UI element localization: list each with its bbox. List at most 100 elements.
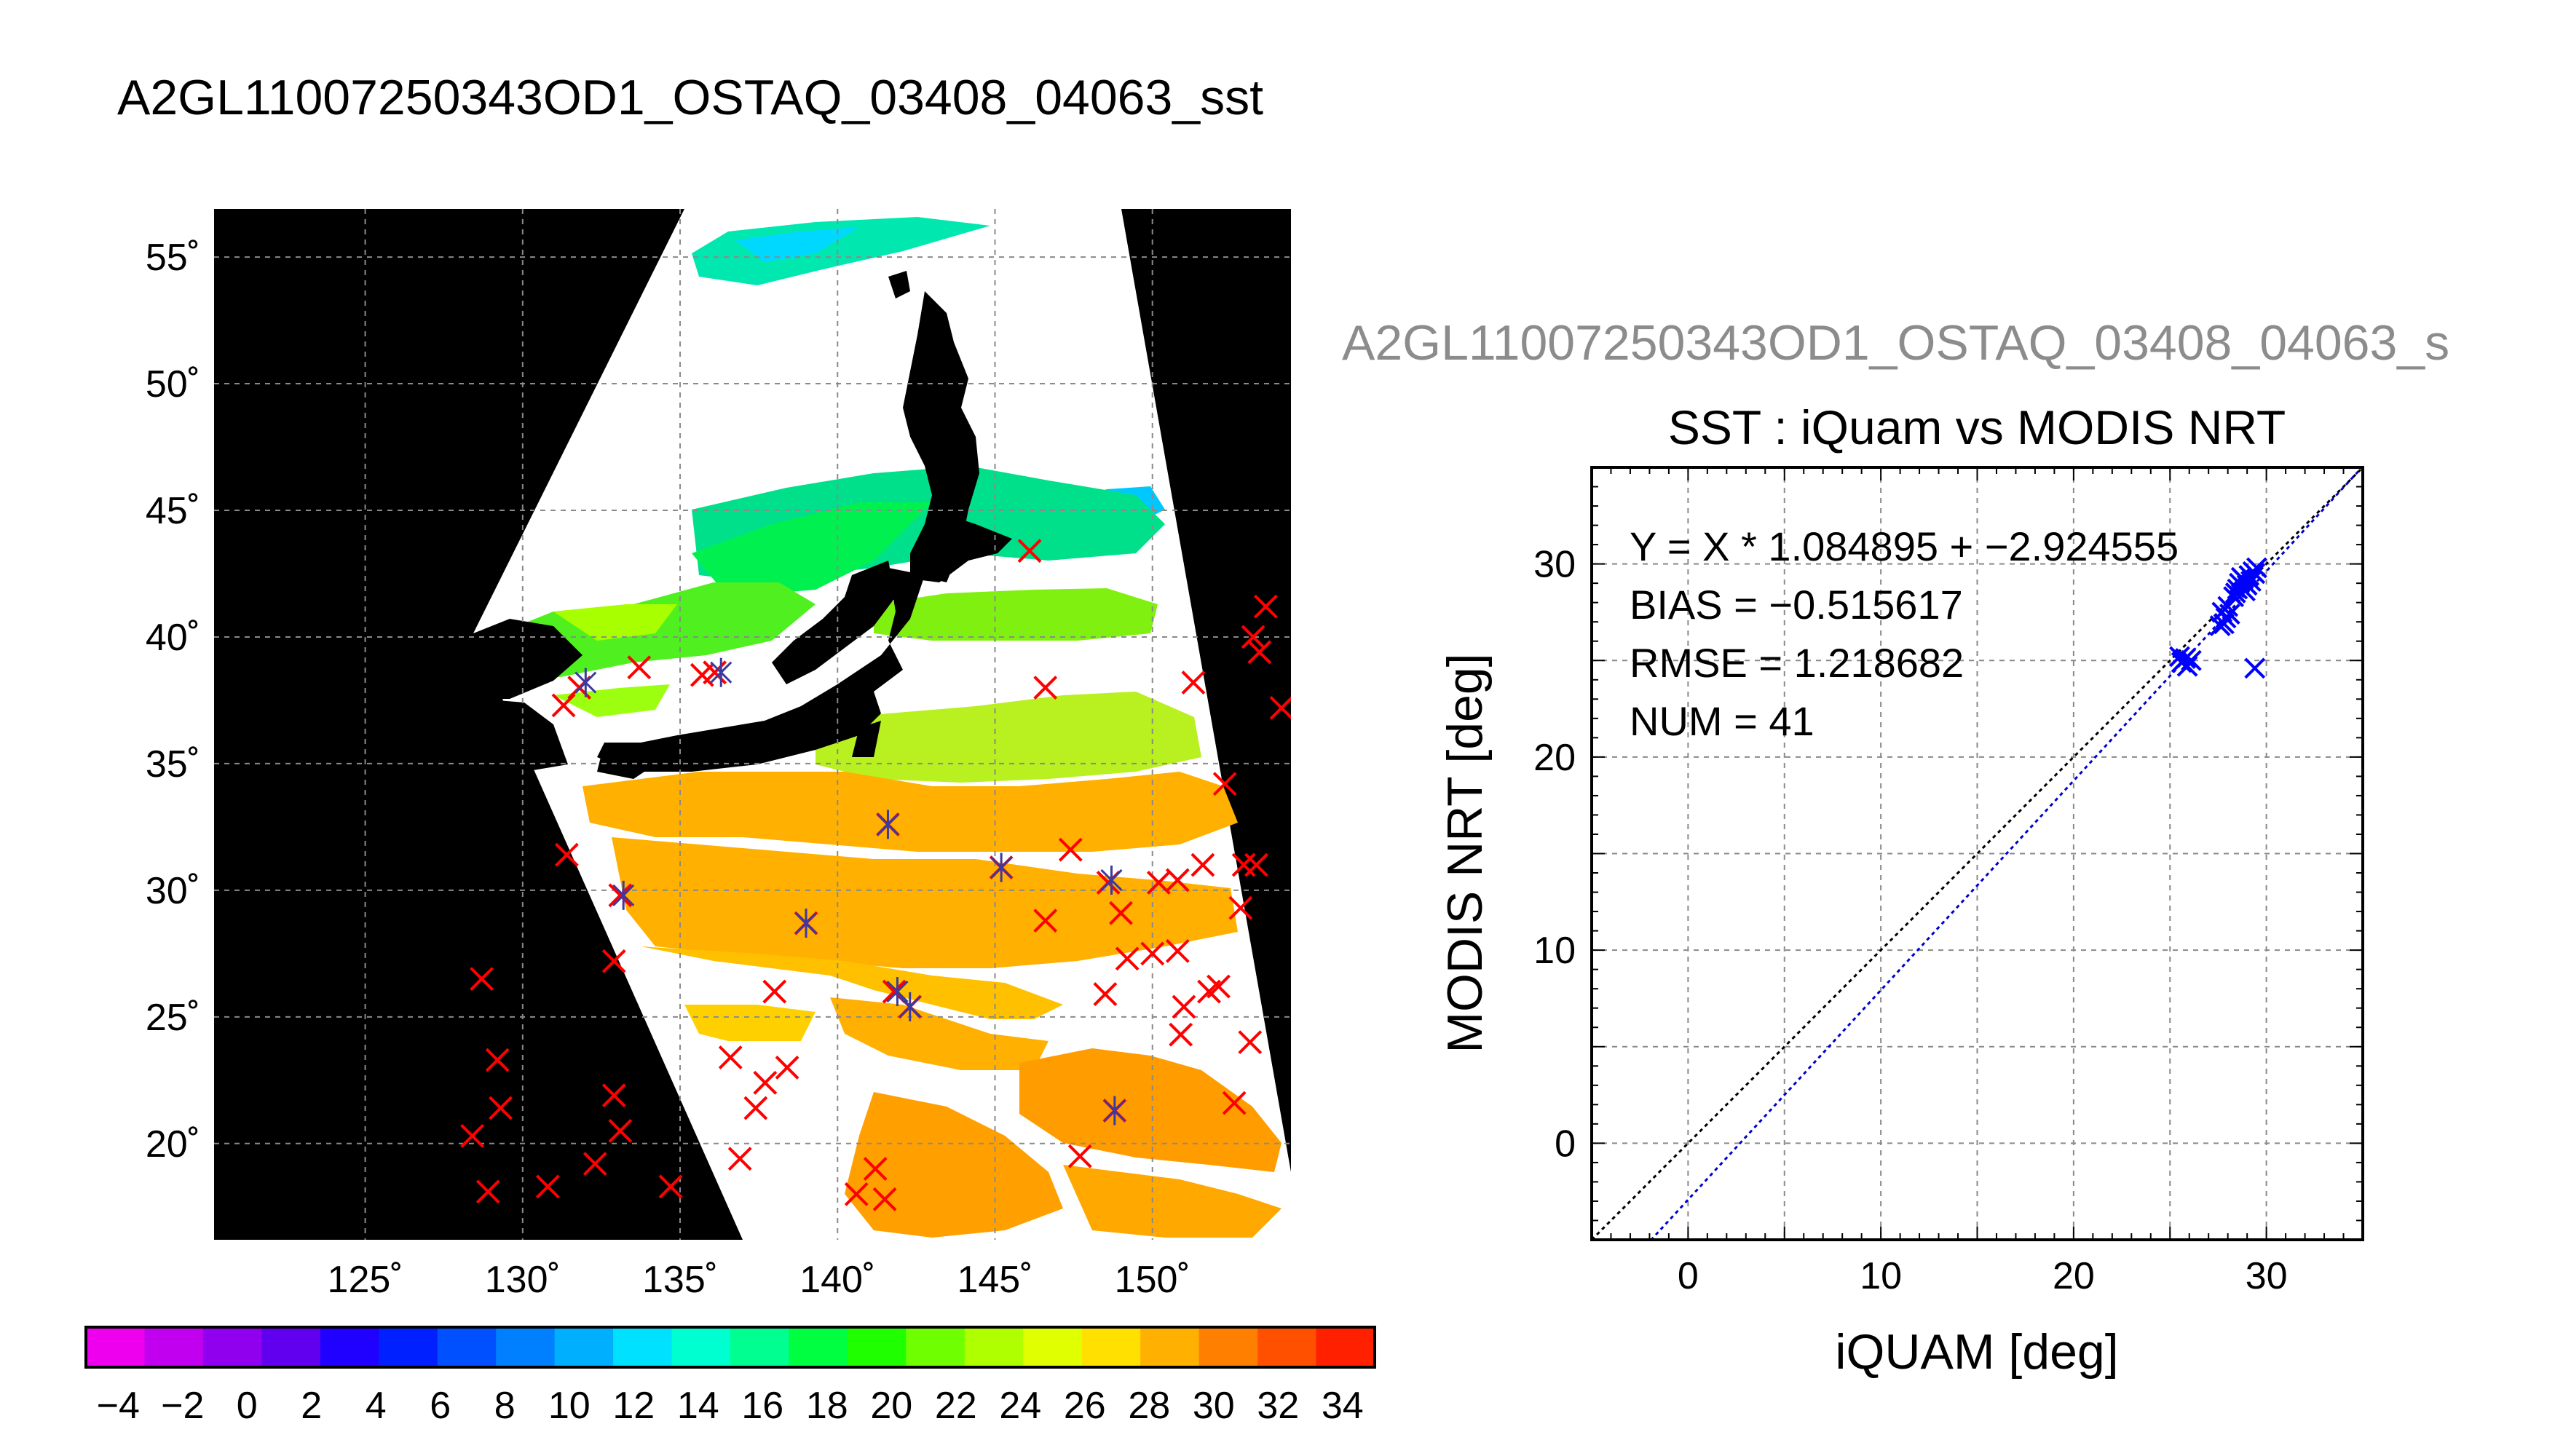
matchup-marker [1017, 539, 1042, 563]
colorbar-label: 0 [237, 1385, 258, 1427]
scatter-plot: SST : iQuam vs MODIS NRT 0 10 20 30 0 10 20 30… [1437, 400, 2364, 1380]
colorbar-cell [554, 1327, 614, 1367]
matchup-marker [608, 1118, 633, 1143]
matchup-marker [1165, 938, 1190, 963]
scatter-point [2169, 646, 2190, 668]
buoy-marker [1100, 865, 1123, 895]
matchup-marker [485, 1048, 510, 1072]
colorbar-cell [86, 1327, 145, 1367]
buoy-marker [794, 909, 818, 938]
scatter-point [2244, 657, 2266, 679]
colorbar-cell [379, 1327, 438, 1367]
colorbar-cell [671, 1327, 731, 1367]
colorbar-label: −4 [97, 1385, 140, 1427]
map-y-tick: 20˚ [146, 1123, 200, 1166]
scatter-y-tick: 0 [1555, 1123, 1576, 1165]
map-x-tick: 140˚ [799, 1259, 875, 1301]
matchup-marker [601, 1083, 626, 1108]
matchup-marker [1109, 901, 1133, 925]
colorbar-label: 8 [494, 1385, 516, 1427]
scatter-point [2180, 649, 2202, 671]
colorbar-cell [1081, 1327, 1141, 1367]
regression-equation: Y = X * 1.084895 + −2.924555 [1630, 523, 2179, 569]
scatter-window-title: A2GL11007250343OD1_OSTAQ_03408_04063_s [1342, 315, 2450, 371]
matchup-marker [1058, 837, 1083, 862]
scatter-y-axis-label: MODIS NRT [deg] [1437, 653, 1493, 1053]
matchup-marker [627, 655, 652, 680]
colorbar-cell [1316, 1327, 1375, 1367]
colorbar-cell [964, 1327, 1024, 1367]
colorbar-labels: −4 −2 0 2 4 6 8 10 12 14 16 18 20 22 24 26 28 30 32 34 [97, 1385, 1364, 1427]
colorbar-label: 18 [806, 1385, 848, 1427]
colorbar-label: 22 [935, 1385, 977, 1427]
scatter-point [2217, 596, 2239, 617]
matchup-marker [460, 1123, 485, 1148]
colorbar-cell [847, 1327, 907, 1367]
buoy-markers [574, 657, 1126, 1125]
scatter-point [2235, 580, 2256, 602]
sst-field [481, 217, 1282, 1238]
scatter-point [2246, 557, 2267, 579]
matchup-marker [775, 1056, 799, 1080]
colorbar-label: 28 [1128, 1385, 1170, 1427]
colorbar-cell [906, 1327, 965, 1367]
matchup-marker [1241, 625, 1265, 649]
matchup-marker [1222, 1091, 1247, 1115]
matchup-marker [1140, 941, 1165, 966]
num-value: NUM = 41 [1630, 698, 1814, 744]
matchup-marker [535, 1174, 560, 1199]
colorbar-label: 30 [1193, 1385, 1235, 1427]
colorbar-cells [86, 1327, 1375, 1367]
buoy-marker [990, 852, 1013, 882]
matchup-marker [1228, 895, 1253, 920]
rmse-value: RMSE = 1.218682 [1630, 640, 1964, 686]
matchup-marker [1165, 868, 1190, 893]
map-x-tick: 135˚ [642, 1259, 718, 1301]
colorbar-label: 32 [1257, 1385, 1299, 1427]
matchup-marker [753, 1070, 778, 1095]
matchup-marker [743, 1096, 768, 1120]
scatter-points [2169, 557, 2267, 679]
scatter-point [2244, 563, 2266, 585]
map-y-tick-labels: 55˚ 50˚ 45˚ 40˚ 35˚ 30˚ 25˚ 20˚ [146, 237, 200, 1166]
colorbar-label: 4 [366, 1385, 387, 1427]
colorbar-frame [84, 1326, 1376, 1369]
scatter-y-tick-labels: 0 10 20 30 [1533, 544, 1576, 1166]
colorbar-cell [1257, 1327, 1317, 1367]
matchup-marker [727, 1147, 752, 1171]
matchup-marker [1067, 1144, 1092, 1168]
scatter-x-tick: 10 [1860, 1255, 1902, 1297]
matchup-marker [1115, 946, 1140, 971]
matchup-marker [608, 883, 633, 908]
colorbar-cell [730, 1327, 789, 1367]
matchup-marker [1169, 1022, 1193, 1047]
colorbar-cell [1140, 1327, 1200, 1367]
matchup-marker [1207, 974, 1231, 999]
map-gridlines [214, 209, 1291, 1240]
matchup-marker [718, 1045, 743, 1069]
matchup-marker [863, 1157, 888, 1181]
colorbar-cell [144, 1327, 204, 1367]
colorbar-label: 12 [612, 1385, 655, 1427]
bias-value: BIAS = −0.515617 [1630, 582, 1963, 628]
matchup-marker [601, 949, 626, 973]
map-y-tick: 55˚ [146, 237, 200, 279]
colorbar-label: 20 [870, 1385, 912, 1427]
matchup-marker [1244, 852, 1268, 877]
matchup-marker [1172, 994, 1196, 1019]
colorbar-cell [1198, 1327, 1258, 1367]
map-y-tick: 40˚ [146, 617, 200, 659]
map-x-tick: 125˚ [328, 1259, 403, 1301]
matchup-marker [1253, 594, 1278, 619]
land [473, 271, 1012, 779]
scatter-annotations: Y = X * 1.084895 + −2.924555 BIAS = −0.5… [1630, 523, 2179, 744]
matchup-marker [489, 1096, 513, 1120]
scatter-y-tick: 30 [1533, 544, 1576, 586]
colorbar: −4 −2 0 2 4 6 8 10 12 14 16 18 20 22 24 26 28 30 32 34 [84, 1326, 1376, 1427]
scatter-x-tick-labels: 0 10 20 30 [1678, 1255, 2288, 1297]
scatter-minor-ticks [1591, 467, 2364, 1241]
regression-line [1649, 467, 2363, 1240]
matchup-marker [1269, 695, 1291, 720]
matchup-marker [551, 693, 576, 718]
